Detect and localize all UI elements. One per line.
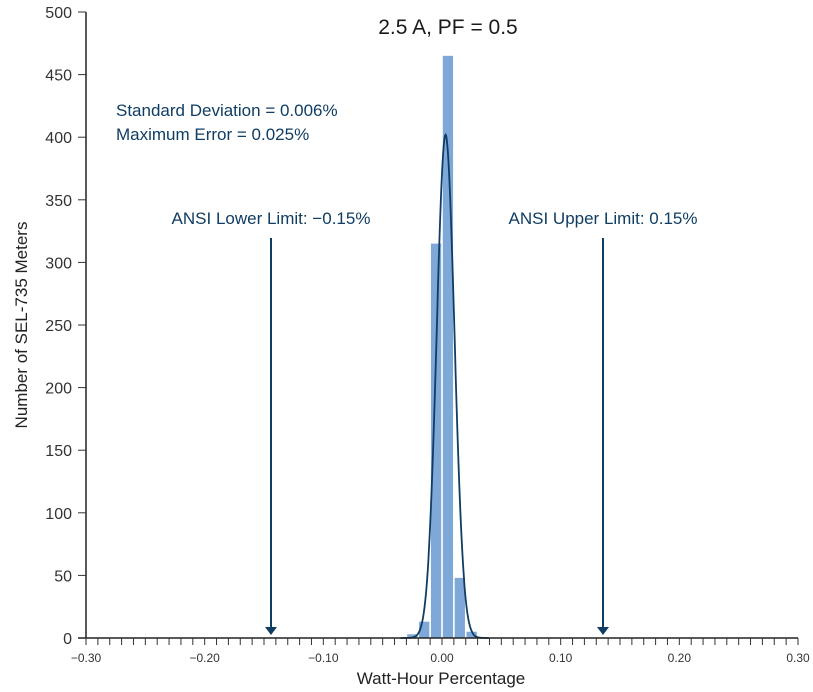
y-tick-label: 350 [45, 193, 72, 210]
y-tick-label: 0 [63, 631, 72, 648]
x-axis: −0.30 −0.20 −0.10 0.00 0.10 0.20 0.30 [71, 637, 810, 665]
histogram-bar [419, 621, 430, 638]
y-tick-label: 400 [45, 130, 72, 147]
x-axis-label: Watt-Hour Percentage [357, 669, 526, 688]
x-tick-label: −0.30 [71, 651, 102, 665]
ansi-lower-limit-arrow-icon [265, 238, 277, 635]
x-tick-label: 0.20 [668, 651, 692, 665]
chart-title: 2.5 A, PF = 0.5 [378, 16, 518, 39]
y-tick-label: 500 [45, 5, 72, 22]
histogram-bar [407, 634, 418, 638]
y-tick-label: 300 [45, 255, 72, 272]
ansi-upper-limit-arrow-icon [597, 238, 609, 635]
histogram-bar [454, 577, 465, 638]
y-tick-label: 250 [45, 318, 72, 335]
histogram-bar [442, 55, 454, 638]
ansi-upper-limit-label: ANSI Upper Limit: 0.15% [509, 209, 698, 228]
y-axis: 0 50 100 150 200 250 300 350 400 450 500 [45, 5, 87, 648]
histogram-bars [407, 55, 477, 638]
x-tick-label: 0.10 [549, 651, 573, 665]
y-axis-label: Number of SEL-735 Meters [12, 222, 31, 429]
ansi-lower-limit-label: ANSI Lower Limit: −0.15% [172, 209, 371, 228]
x-tick-label: 0.00 [430, 651, 454, 665]
y-tick-label: 150 [45, 443, 72, 460]
y-tick-label: 200 [45, 381, 72, 398]
normal-fit-curve [400, 132, 489, 639]
y-tick-label: 450 [45, 68, 72, 85]
std-dev-annotation: Standard Deviation = 0.006% [116, 101, 338, 120]
y-tick-label: 50 [54, 568, 72, 585]
histogram-bar [430, 243, 442, 638]
x-tick-label: −0.20 [189, 651, 220, 665]
histogram-bar [466, 631, 477, 638]
x-tick-label: −0.10 [308, 651, 339, 665]
x-tick-label: 0.30 [786, 651, 810, 665]
y-tick-label: 100 [45, 506, 72, 523]
max-error-annotation: Maximum Error = 0.025% [116, 125, 309, 144]
